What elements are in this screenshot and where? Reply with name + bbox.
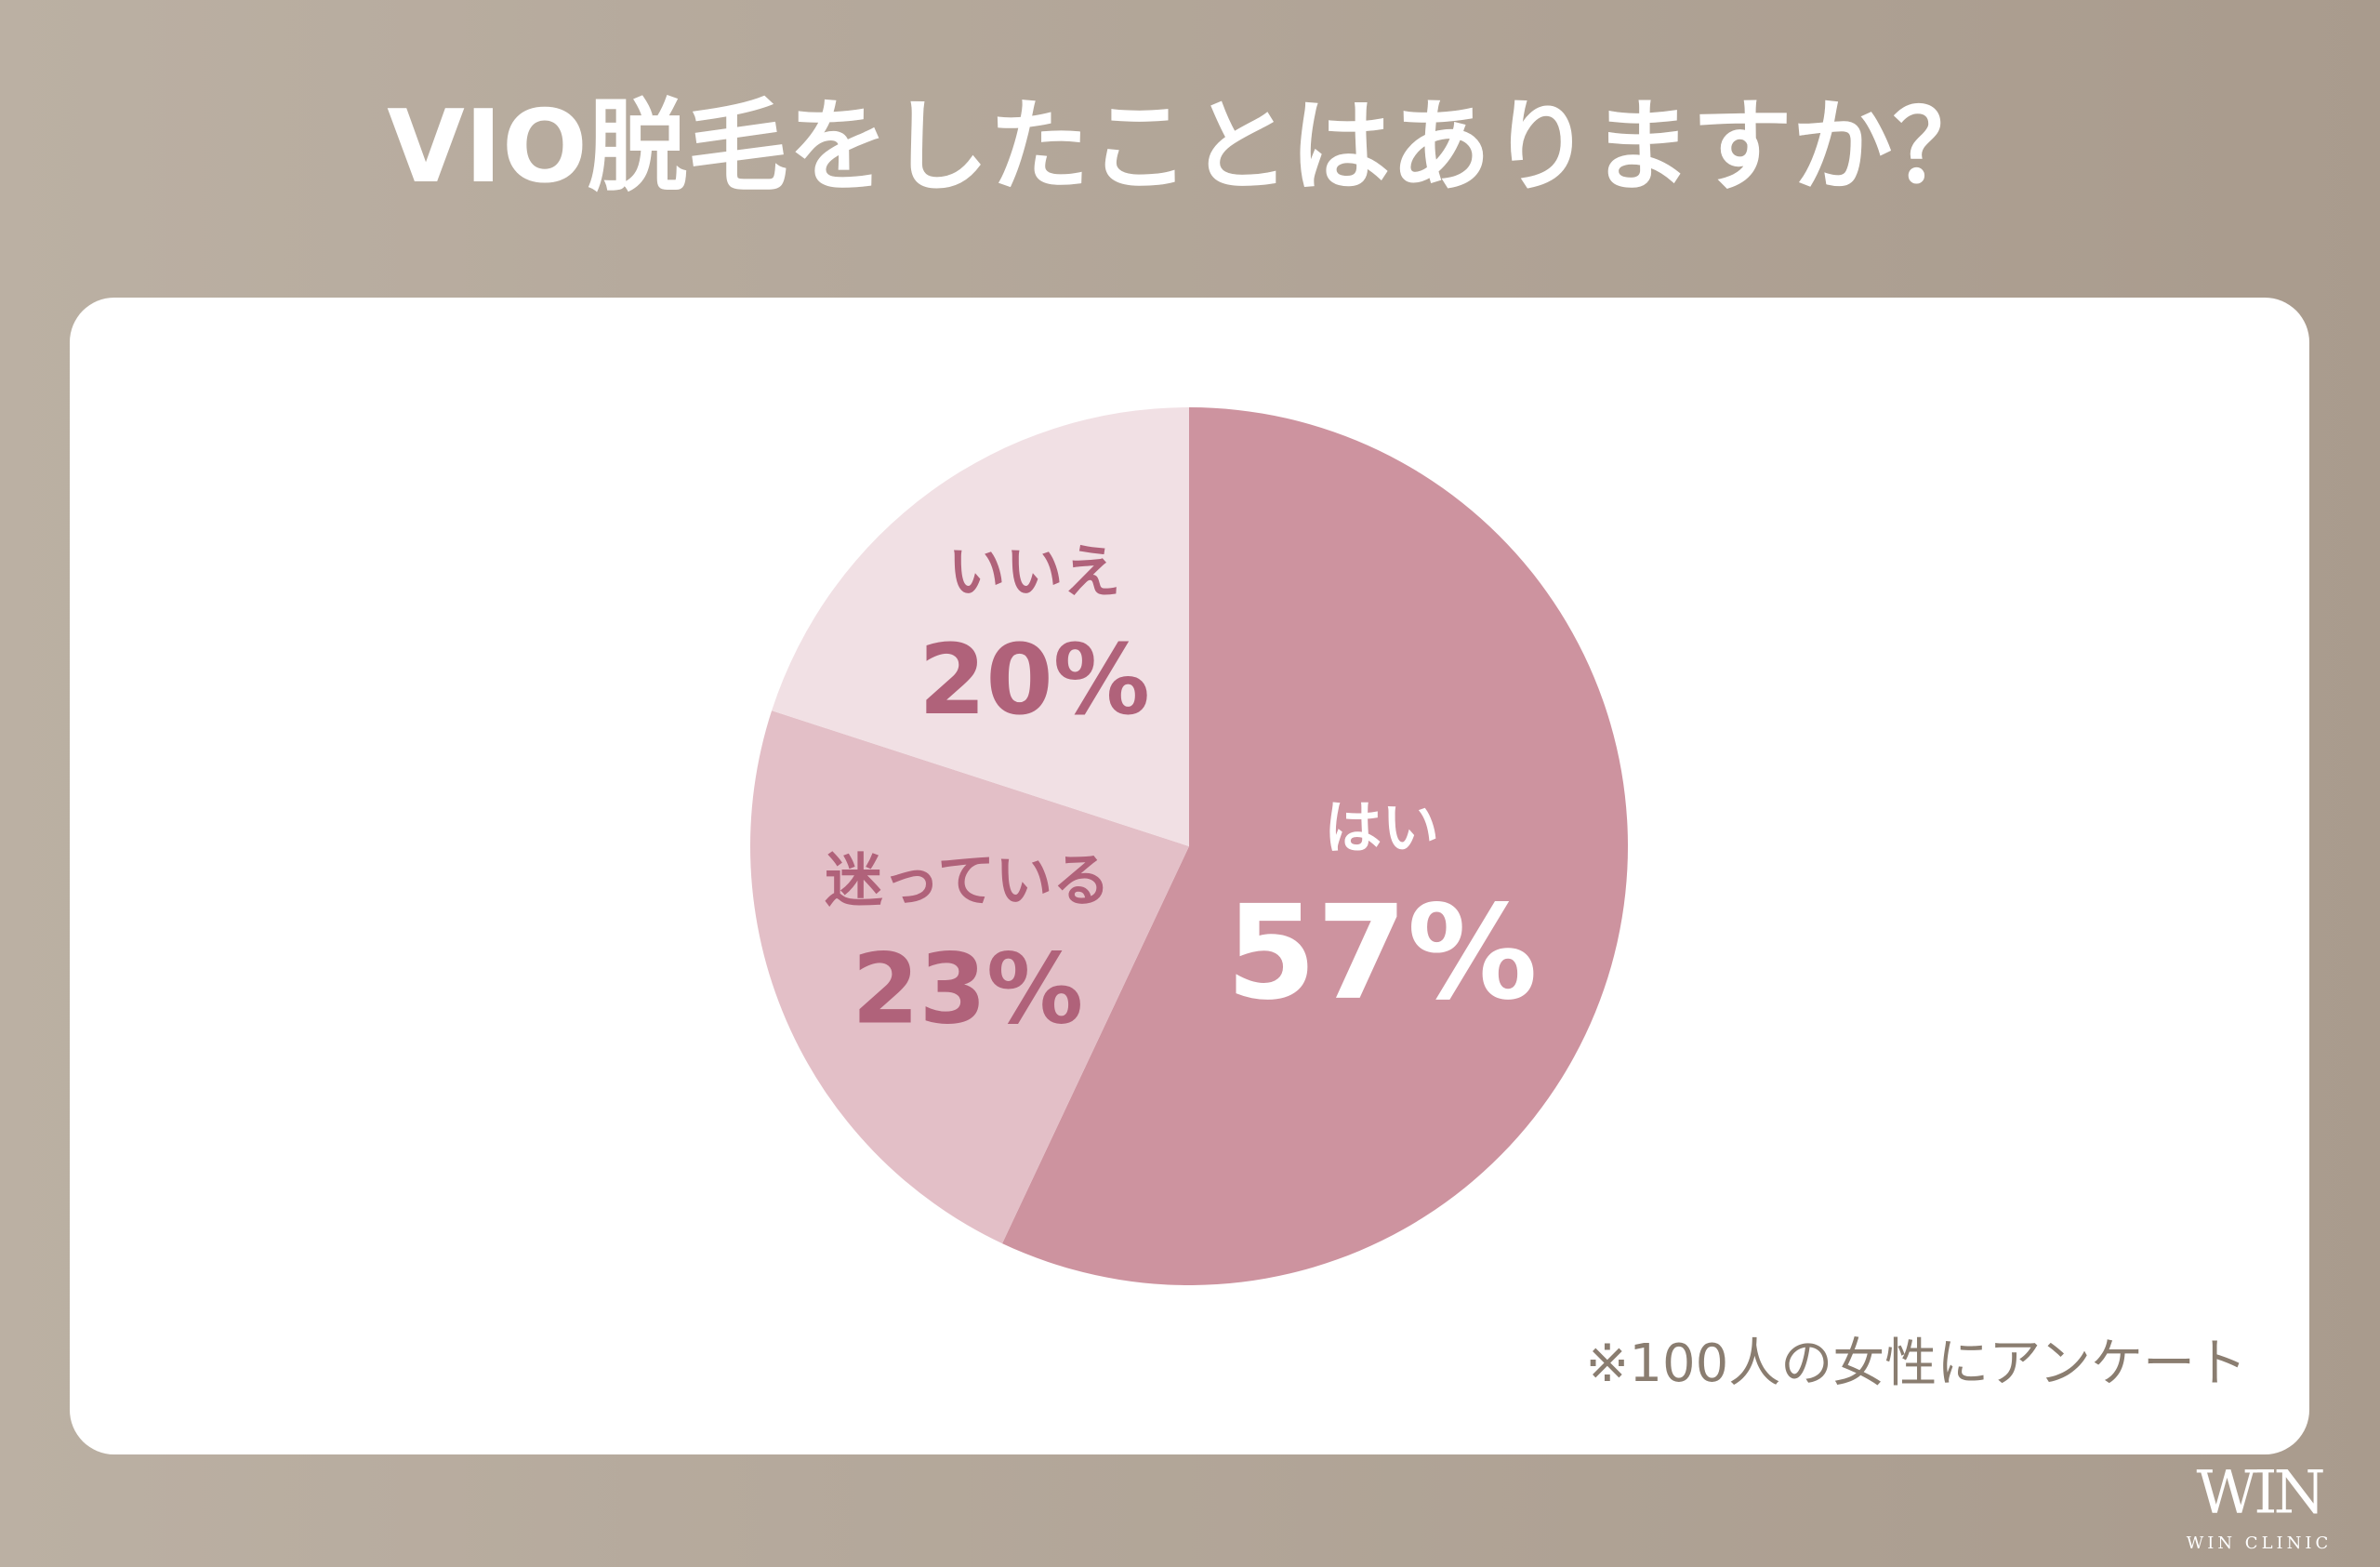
slice-label: はい xyxy=(1324,793,1439,861)
chart-title: VIO脱毛をしたことはありますか？ xyxy=(387,89,1993,206)
pie-slice xyxy=(750,710,1189,1244)
slice-label: 迷っている xyxy=(825,846,1110,914)
pie-slice xyxy=(772,407,1189,846)
logo-mark: WIN xyxy=(2196,1459,2323,1528)
note: ※100人の女性にアンケート xyxy=(1585,1334,2247,1394)
logo-text: WIN CLINIC xyxy=(2187,1534,2333,1553)
value-label: 20% xyxy=(919,623,1150,737)
pie-slice xyxy=(1002,407,1628,1286)
value-label: 57% xyxy=(1226,878,1538,1029)
slice-label: いいえ xyxy=(948,538,1121,605)
pie: はい 57% 迷っている 23% いいえ 20% xyxy=(750,407,1628,1286)
value-label: 23% xyxy=(852,932,1083,1045)
